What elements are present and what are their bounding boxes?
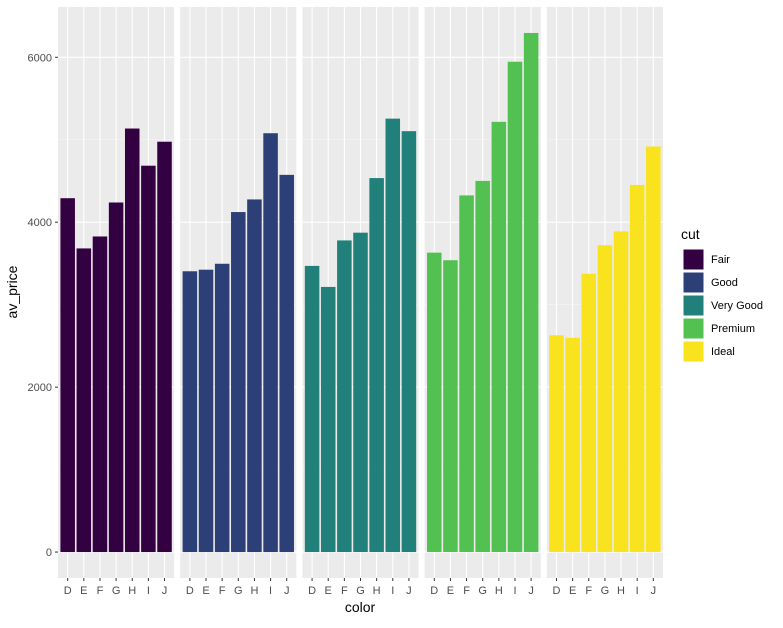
legend-key-ideal xyxy=(682,340,705,363)
x-axis-title: color xyxy=(345,599,376,615)
legend-label: Very Good xyxy=(711,300,763,312)
y-tick-label: 2000 xyxy=(28,382,52,394)
bar-fair-I xyxy=(141,165,156,553)
x-tick-label: H xyxy=(495,585,503,597)
x-tick-label: E xyxy=(569,585,576,597)
x-tick-label: J xyxy=(528,585,534,597)
bar-very-good-J xyxy=(401,131,417,553)
bar-ideal-J xyxy=(646,146,661,553)
bar-ideal-H xyxy=(613,231,629,553)
bar-good-I xyxy=(263,133,278,553)
x-tick-label: F xyxy=(463,585,470,597)
bar-premium-E xyxy=(443,260,458,553)
bar-fair-E xyxy=(76,248,92,553)
x-tick-label: F xyxy=(219,585,226,597)
y-tick-label: 4000 xyxy=(28,217,52,229)
bar-fair-J xyxy=(157,141,172,553)
bar-good-G xyxy=(231,212,246,553)
legend-title: cut xyxy=(681,226,700,242)
x-tick-label: I xyxy=(513,585,516,597)
bar-premium-I xyxy=(507,61,523,553)
bar-ideal-G xyxy=(597,245,613,553)
y-axis-title: av_price xyxy=(4,265,20,318)
facet-panel-fair xyxy=(58,7,175,578)
x-tick-label: H xyxy=(250,585,258,597)
bar-good-F xyxy=(214,263,230,553)
x-tick-label: I xyxy=(269,585,272,597)
legend-label: Ideal xyxy=(711,346,735,358)
x-tick-label: I xyxy=(636,585,639,597)
bar-premium-G xyxy=(475,180,490,553)
bar-premium-H xyxy=(491,121,507,553)
bar-good-J xyxy=(279,174,294,553)
x-tick-label: E xyxy=(447,585,454,597)
x-tick-label: E xyxy=(202,585,209,597)
bar-very-good-F xyxy=(337,240,352,553)
legend-key-good xyxy=(682,271,705,294)
x-tick-label: D xyxy=(186,585,194,597)
bar-very-good-D xyxy=(304,265,320,553)
x-tick-label: E xyxy=(325,585,332,597)
y-tick-label: 6000 xyxy=(28,52,52,64)
x-tick-label: D xyxy=(64,585,72,597)
bar-very-good-H xyxy=(369,178,384,553)
x-tick-label: I xyxy=(391,585,394,597)
x-tick-label: D xyxy=(553,585,561,597)
bar-fair-F xyxy=(92,236,108,553)
facet-panel-premium xyxy=(424,7,541,578)
x-tick-label: G xyxy=(601,585,610,597)
bar-ideal-F xyxy=(581,273,597,553)
bar-very-good-E xyxy=(320,286,336,553)
x-tick-label: F xyxy=(341,585,348,597)
legend-key-very-good xyxy=(682,294,705,317)
x-tick-label: J xyxy=(406,585,412,597)
x-tick-label: I xyxy=(147,585,150,597)
legend-key-premium xyxy=(682,317,705,340)
x-tick-label: D xyxy=(308,585,316,597)
bar-fair-H xyxy=(124,128,140,553)
x-tick-label: J xyxy=(162,585,168,597)
bar-premium-D xyxy=(427,252,442,553)
facet-panel-good xyxy=(180,7,297,578)
bar-very-good-I xyxy=(385,118,401,553)
y-tick-label: 0 xyxy=(46,547,52,559)
bar-premium-F xyxy=(459,195,474,553)
x-tick-label: F xyxy=(585,585,592,597)
bar-good-D xyxy=(182,271,198,553)
bar-ideal-I xyxy=(629,184,645,553)
bar-ideal-E xyxy=(565,337,580,553)
facet-panel-very-good xyxy=(302,7,419,578)
bar-premium-J xyxy=(523,32,539,553)
x-tick-label: G xyxy=(234,585,243,597)
bar-good-E xyxy=(198,269,214,553)
legend-label: Premium xyxy=(711,323,755,335)
x-tick-label: F xyxy=(97,585,104,597)
facet-panel-ideal xyxy=(546,7,663,578)
x-tick-label: G xyxy=(478,585,487,597)
x-tick-label: H xyxy=(128,585,136,597)
legend-label: Fair xyxy=(711,254,730,266)
bar-fair-G xyxy=(108,202,124,553)
bar-fair-D xyxy=(60,198,75,553)
x-tick-label: J xyxy=(284,585,290,597)
x-tick-label: G xyxy=(356,585,365,597)
x-tick-label: H xyxy=(373,585,381,597)
legend-label: Good xyxy=(711,277,738,289)
bar-very-good-G xyxy=(353,232,368,553)
x-tick-label: J xyxy=(651,585,657,597)
legend: cut Fair Good Very Good Premium Ideal xyxy=(681,226,763,363)
bar-ideal-D xyxy=(549,335,564,553)
x-tick-label: D xyxy=(430,585,438,597)
x-tick-label: E xyxy=(80,585,87,597)
legend-key-fair xyxy=(682,248,705,271)
x-tick-label: H xyxy=(617,585,625,597)
x-tick-label: G xyxy=(112,585,121,597)
bar-good-H xyxy=(247,199,262,553)
